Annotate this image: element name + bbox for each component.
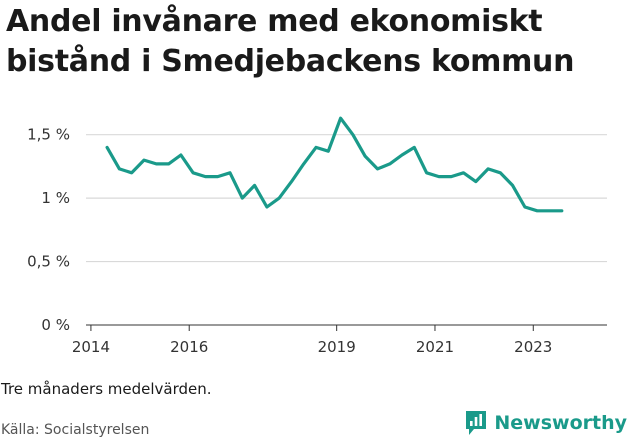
newsworthy-logo-text: Newsworthy	[494, 412, 627, 434]
x-tick-label: 2014	[72, 338, 110, 356]
newsworthy-logo-icon	[466, 411, 487, 435]
chart-title: Andel invånare med ekonomiskt bistånd i …	[6, 4, 575, 79]
x-tick-label: 2021	[416, 338, 454, 356]
line-chart: 0 % 0,5 % 1 % 1,5 % 2014 2016 2019 2021 2023	[27, 116, 607, 356]
x-tick-label: 2023	[514, 338, 552, 356]
source-credit: Källa: Socialstyrelsen	[1, 422, 150, 438]
y-tick-label: 1,5 %	[27, 126, 70, 144]
y-tick-label: 0,5 %	[27, 253, 70, 271]
newsworthy-logo[interactable]: Newsworthy	[464, 408, 627, 438]
x-tick-labels: 2014 2016 2019 2021 2023	[72, 338, 553, 356]
chart-note: Tre månaders medelvärden.	[1, 380, 212, 398]
series-layer	[105, 116, 564, 213]
x-tick-label: 2019	[318, 338, 356, 356]
y-tick-label: 0 %	[41, 316, 70, 334]
x-tick-label: 2016	[170, 338, 208, 356]
x-axis	[86, 324, 607, 331]
series-line	[105, 116, 564, 213]
y-tick-label: 1 %	[41, 189, 70, 207]
gridlines	[86, 134, 607, 263]
y-tick-labels: 0 % 0,5 % 1 % 1,5 %	[27, 126, 70, 334]
